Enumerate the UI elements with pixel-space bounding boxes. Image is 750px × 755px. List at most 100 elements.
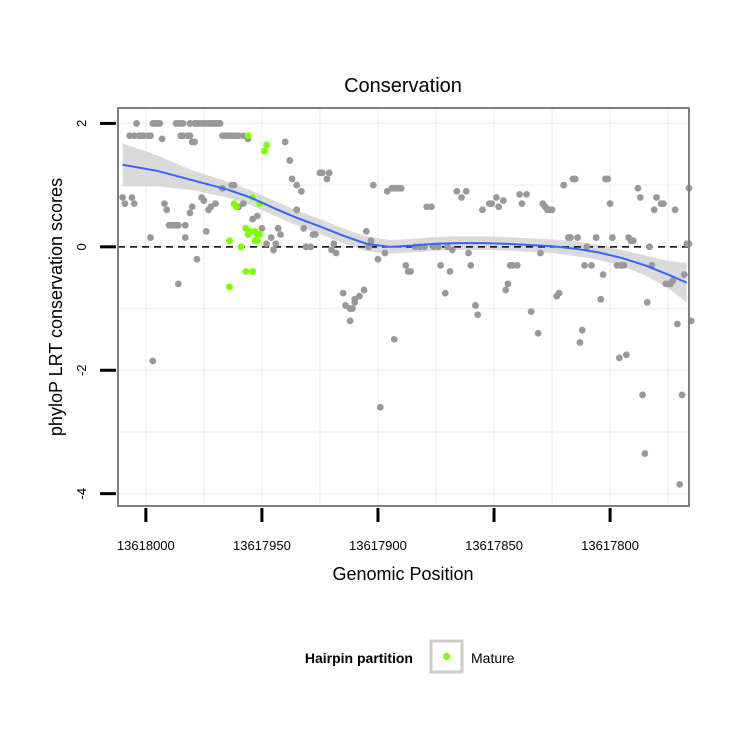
data-point bbox=[479, 206, 486, 214]
data-point bbox=[330, 240, 338, 248]
data-point bbox=[318, 169, 326, 177]
data-point bbox=[297, 187, 305, 195]
data-point bbox=[458, 194, 465, 201]
data-point bbox=[622, 351, 630, 359]
data-point bbox=[239, 200, 247, 208]
data-point bbox=[130, 200, 138, 208]
data-point bbox=[465, 249, 472, 257]
data-point bbox=[307, 243, 315, 251]
data-point bbox=[636, 194, 644, 201]
data-point bbox=[230, 181, 238, 189]
data-point bbox=[323, 175, 331, 183]
data-point bbox=[367, 237, 375, 245]
data-point bbox=[119, 194, 127, 201]
x-tick-label: 13618000 bbox=[117, 538, 175, 553]
x-tick-label: 13617800 bbox=[581, 538, 639, 553]
data-point bbox=[504, 280, 512, 288]
data-point-mature bbox=[249, 268, 257, 275]
y-tick-label: 0 bbox=[74, 243, 89, 250]
data-point bbox=[381, 249, 389, 257]
data-point bbox=[606, 200, 614, 208]
data-point bbox=[660, 200, 667, 208]
data-point bbox=[643, 298, 651, 306]
data-point-mature bbox=[260, 147, 268, 155]
y-axis: 2 0 -2 -4 bbox=[74, 120, 116, 499]
data-point bbox=[149, 357, 157, 365]
data-point-mature bbox=[244, 231, 252, 238]
data-point bbox=[548, 206, 556, 214]
data-point bbox=[277, 231, 284, 238]
data-point bbox=[427, 203, 435, 211]
legend-mature-marker bbox=[442, 652, 451, 661]
data-point bbox=[174, 280, 182, 288]
data-point bbox=[179, 120, 187, 127]
data-point bbox=[502, 286, 510, 294]
data-point bbox=[188, 203, 196, 211]
smooth-line-layer bbox=[122, 163, 688, 284]
data-point bbox=[527, 308, 535, 316]
data-point bbox=[200, 197, 208, 204]
data-point bbox=[355, 292, 363, 300]
data-point bbox=[186, 132, 194, 140]
data-point bbox=[597, 295, 605, 303]
data-point-mature bbox=[263, 141, 270, 149]
panel-background bbox=[118, 108, 689, 506]
data-point-mature bbox=[244, 132, 252, 140]
data-point bbox=[191, 138, 198, 146]
grid-lines bbox=[118, 108, 689, 506]
data-point-mature bbox=[253, 237, 261, 245]
loess-smooth-line bbox=[122, 163, 688, 284]
data-point bbox=[555, 289, 563, 297]
data-point bbox=[293, 206, 301, 214]
data-point bbox=[434, 243, 442, 251]
data-point bbox=[147, 132, 154, 140]
data-point bbox=[270, 246, 277, 254]
data-point bbox=[571, 175, 579, 183]
data-point-mature bbox=[242, 268, 250, 275]
chart-title: Conservation bbox=[344, 75, 462, 97]
data-point bbox=[441, 289, 449, 297]
data-point bbox=[583, 243, 591, 251]
data-point bbox=[216, 120, 224, 127]
data-point-mature bbox=[232, 203, 240, 211]
data-point bbox=[407, 268, 414, 275]
data-point bbox=[609, 234, 616, 241]
data-point bbox=[376, 403, 384, 411]
data-point bbox=[128, 194, 136, 201]
data-point bbox=[267, 234, 275, 241]
data-point-mature bbox=[237, 243, 245, 251]
data-point bbox=[615, 354, 623, 362]
data-point bbox=[390, 335, 398, 343]
data-point bbox=[669, 277, 677, 285]
data-point bbox=[147, 234, 154, 241]
data-point bbox=[653, 194, 660, 201]
data-point bbox=[516, 190, 523, 198]
data-point bbox=[181, 234, 189, 241]
data-point bbox=[121, 200, 129, 208]
data-point bbox=[567, 234, 575, 241]
data-point bbox=[293, 181, 301, 189]
data-point bbox=[181, 221, 189, 229]
data-point bbox=[678, 391, 686, 399]
data-point bbox=[576, 339, 584, 346]
data-point bbox=[599, 271, 607, 279]
data-point bbox=[513, 261, 521, 269]
legend-key-box bbox=[429, 639, 464, 674]
data-point bbox=[174, 221, 182, 229]
data-point bbox=[462, 187, 470, 195]
data-point bbox=[193, 255, 201, 263]
data-point-mature bbox=[226, 237, 233, 245]
data-point bbox=[581, 261, 588, 269]
data-point bbox=[488, 200, 496, 208]
data-point bbox=[472, 302, 479, 309]
data-point bbox=[156, 120, 164, 127]
panel-border bbox=[117, 107, 690, 507]
data-point bbox=[448, 246, 456, 254]
data-point bbox=[369, 181, 377, 189]
data-point bbox=[673, 320, 681, 328]
data-point bbox=[437, 261, 445, 269]
data-point bbox=[402, 261, 410, 269]
data-point bbox=[186, 209, 194, 217]
data-point bbox=[281, 138, 289, 146]
